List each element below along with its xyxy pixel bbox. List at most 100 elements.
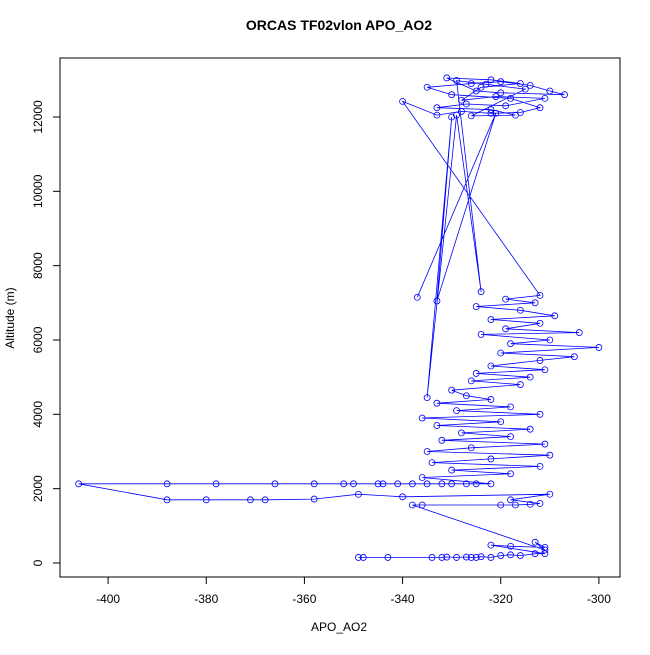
data-point — [507, 542, 514, 550]
data-point — [423, 83, 431, 91]
data-point — [448, 113, 456, 121]
data-point — [541, 546, 549, 554]
data-point — [502, 102, 510, 110]
data-point — [487, 554, 495, 561]
data-point — [472, 554, 480, 561]
data-point — [561, 91, 568, 99]
data-point — [536, 291, 544, 299]
data-point — [462, 392, 470, 400]
data-point — [247, 496, 254, 504]
data-point — [438, 436, 446, 444]
data-point — [271, 480, 279, 488]
data-point — [507, 551, 514, 559]
data-point — [202, 496, 210, 504]
data-point — [487, 106, 495, 113]
data-point — [487, 455, 495, 463]
y-axis-label: Altitude (m) — [3, 287, 17, 348]
data-point — [355, 490, 362, 498]
x-tick-label: -360 — [292, 592, 316, 606]
data-point — [497, 349, 505, 357]
data-point — [438, 480, 446, 488]
data-point — [458, 429, 465, 437]
data-point — [487, 362, 495, 370]
data-line — [78, 77, 599, 558]
data-point — [467, 112, 475, 120]
x-tick-label: -320 — [489, 592, 513, 606]
data-point — [438, 554, 446, 561]
data-point — [359, 554, 367, 561]
data-point — [477, 331, 485, 338]
data-point — [472, 87, 480, 95]
data-point — [492, 93, 500, 100]
data-point — [453, 554, 460, 561]
data-point — [472, 480, 480, 488]
data-point — [428, 459, 436, 467]
data-point — [541, 543, 549, 551]
data-point — [541, 95, 549, 102]
data-point — [516, 552, 524, 559]
data-point — [487, 109, 495, 117]
data-point — [374, 480, 382, 488]
data-point — [536, 104, 544, 112]
x-tick-label: -340 — [391, 592, 415, 606]
data-point — [458, 96, 465, 104]
data-point — [448, 386, 456, 394]
data-point — [541, 440, 549, 448]
data-point — [462, 100, 470, 108]
data-point — [531, 550, 539, 558]
data-point — [472, 370, 480, 377]
y-tick-label: 6000 — [31, 326, 45, 353]
data-point — [443, 74, 451, 82]
data-point — [541, 366, 549, 374]
data-point — [526, 500, 534, 508]
data-point — [340, 480, 348, 488]
data-point — [418, 501, 426, 509]
data-point — [310, 495, 318, 503]
y-tick-label: 8000 — [31, 252, 45, 279]
data-point — [261, 496, 269, 504]
data-point — [507, 470, 514, 478]
data-point — [433, 297, 441, 305]
data-point — [536, 500, 544, 507]
data-point — [399, 493, 406, 501]
data-point — [546, 490, 554, 498]
data-point — [487, 480, 495, 488]
data-point — [428, 554, 436, 561]
data-point — [492, 109, 500, 117]
data-point — [472, 303, 480, 310]
data-point — [497, 552, 505, 559]
data-point — [379, 480, 387, 488]
data-point — [467, 444, 475, 452]
data-point — [536, 410, 544, 418]
chart-title: ORCAS TF02vlon APO_AO2 — [246, 17, 432, 33]
data-point — [443, 553, 451, 561]
data-point — [512, 111, 519, 119]
data-point — [394, 480, 402, 488]
x-tick-label: -380 — [194, 592, 218, 606]
data-point — [526, 373, 534, 381]
data-point — [453, 111, 460, 119]
data-point — [350, 480, 357, 488]
data-point — [487, 396, 495, 403]
plot-box — [59, 57, 621, 578]
data-point — [570, 353, 578, 361]
data-point — [458, 108, 465, 115]
data-point — [163, 496, 171, 504]
data-point — [433, 399, 441, 407]
data-point — [462, 553, 470, 561]
data-point — [516, 381, 524, 388]
data-point — [575, 329, 583, 336]
x-axis-label: APO_AO2 — [311, 620, 367, 634]
data-point — [497, 418, 505, 426]
data-point — [507, 433, 514, 441]
data-point — [516, 306, 524, 314]
x-tick-label: -300 — [587, 592, 611, 606]
data-point — [418, 414, 426, 422]
data-point — [521, 85, 529, 93]
data-point — [448, 466, 456, 474]
data-point — [423, 394, 431, 401]
data-point — [507, 95, 514, 102]
x-tick-label: -400 — [96, 592, 120, 606]
y-tick-label: 2000 — [31, 475, 45, 502]
